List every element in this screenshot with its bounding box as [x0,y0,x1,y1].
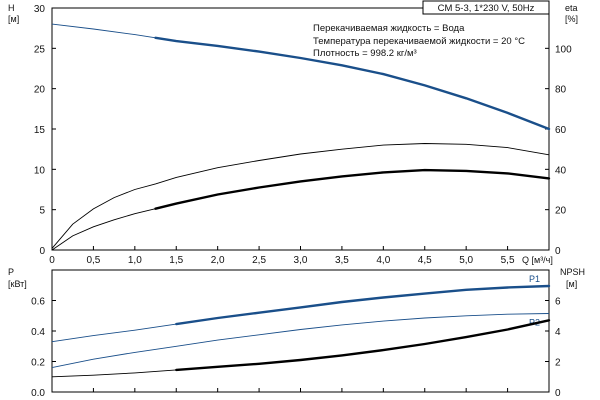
power-series-1-thin [51,313,550,369]
head-series-0-duty [154,36,551,131]
x-tick-label: 3,0 [294,255,308,266]
power-axis-ticks: 0.0 0.2 0.4 0.6 0 2 4 6 [31,297,561,400]
power-y-right-tick-label: 2 [555,358,561,369]
head-y-right-tick-label: 80 [555,85,567,96]
x-tick-label: 5,5 [501,255,515,266]
head-y-left-tick-label: 25 [34,44,46,55]
chart-title: CM 5-3, 1*230 V, 50Hz [438,3,535,14]
y-axis-right-unit: [%] [565,14,578,24]
y2-axis-right-symbol: NPSH [560,267,585,277]
x-tick-label: 5,0 [459,255,473,266]
head-y-left-tick-label: 5 [39,206,45,217]
head-axis-ticks: 0 0,5 1,0 1,5 2,0 2,5 3,0 3,5 4,0 4,5 5,0 5,5 0 5 10 15… [34,4,572,266]
x-tick-label: 1,5 [169,255,183,266]
x-tick-label: 4,5 [418,255,432,266]
y-axis-right-symbol: eta [565,3,578,13]
y-axis-left-unit: [м] [8,14,19,24]
power-y-left-tick-label: 0.6 [31,297,45,308]
series-label-p1: P1 [529,274,540,284]
head-series-2-duty [154,168,551,210]
head-y-right-tick-label: 20 [555,206,567,217]
head-y-left-tick-label: 15 [34,125,46,136]
power-y-left-tick-label: 0.4 [31,327,45,338]
head-series-1-thin [51,143,550,249]
x-tick-label: 2,0 [211,255,225,266]
x-tick-label: 0 [49,255,55,266]
x-axis-label: Q [м³/ч] [522,255,553,265]
head-y-right-tick-label: 40 [555,165,567,176]
power-series-0-duty [175,284,551,326]
x-tick-label: 2,5 [252,255,266,266]
info-line-density: Плотность = 998.2 кг/м³ [313,48,417,59]
power-y-right-tick-label: 6 [555,297,561,308]
power-y-right-tick-label: 4 [555,327,561,338]
x-tick-label: 3,5 [335,255,349,266]
head-y-right-tick-label: 100 [555,44,572,55]
y2-axis-left-symbol: P [8,267,14,277]
power-y-right-tick-label: 0 [555,388,561,399]
power-series-2-thin [51,319,550,378]
head-y-right-tick-label: 60 [555,125,567,136]
x-tick-label: 4,0 [376,255,390,266]
head-y-left-tick-label: 20 [34,85,46,96]
power-y-left-tick-label: 0.2 [31,358,45,369]
power-series-0-thin [51,285,550,343]
power-y-left-tick-label: 0.0 [31,388,45,399]
y-axis-left-symbol: H [8,3,15,13]
head-y-left-tick-label: 30 [34,4,46,15]
title-box [422,0,550,15]
info-line-temperature: Температура перекачиваемой жидкости = 20… [313,36,525,47]
power-series-2-duty [175,319,551,372]
y2-axis-left-unit: [кВт] [8,279,27,289]
info-line-fluid: Перекачиваемая жидкость = Вода [313,23,465,34]
x-tick-label: 0,5 [86,255,100,266]
y2-axis-right-unit: [м] [566,279,577,289]
head-efficiency-chart: CM 5-3, 1*230 V, 50Hz Перекачиваемая жид… [8,0,578,266]
x-tick-label: 1,0 [128,255,142,266]
head-y-left-tick-label: 10 [34,165,46,176]
head-y-left-tick-label: 0 [39,246,45,257]
head-y-right-tick-label: 0 [555,246,561,257]
head-curves [51,23,551,251]
